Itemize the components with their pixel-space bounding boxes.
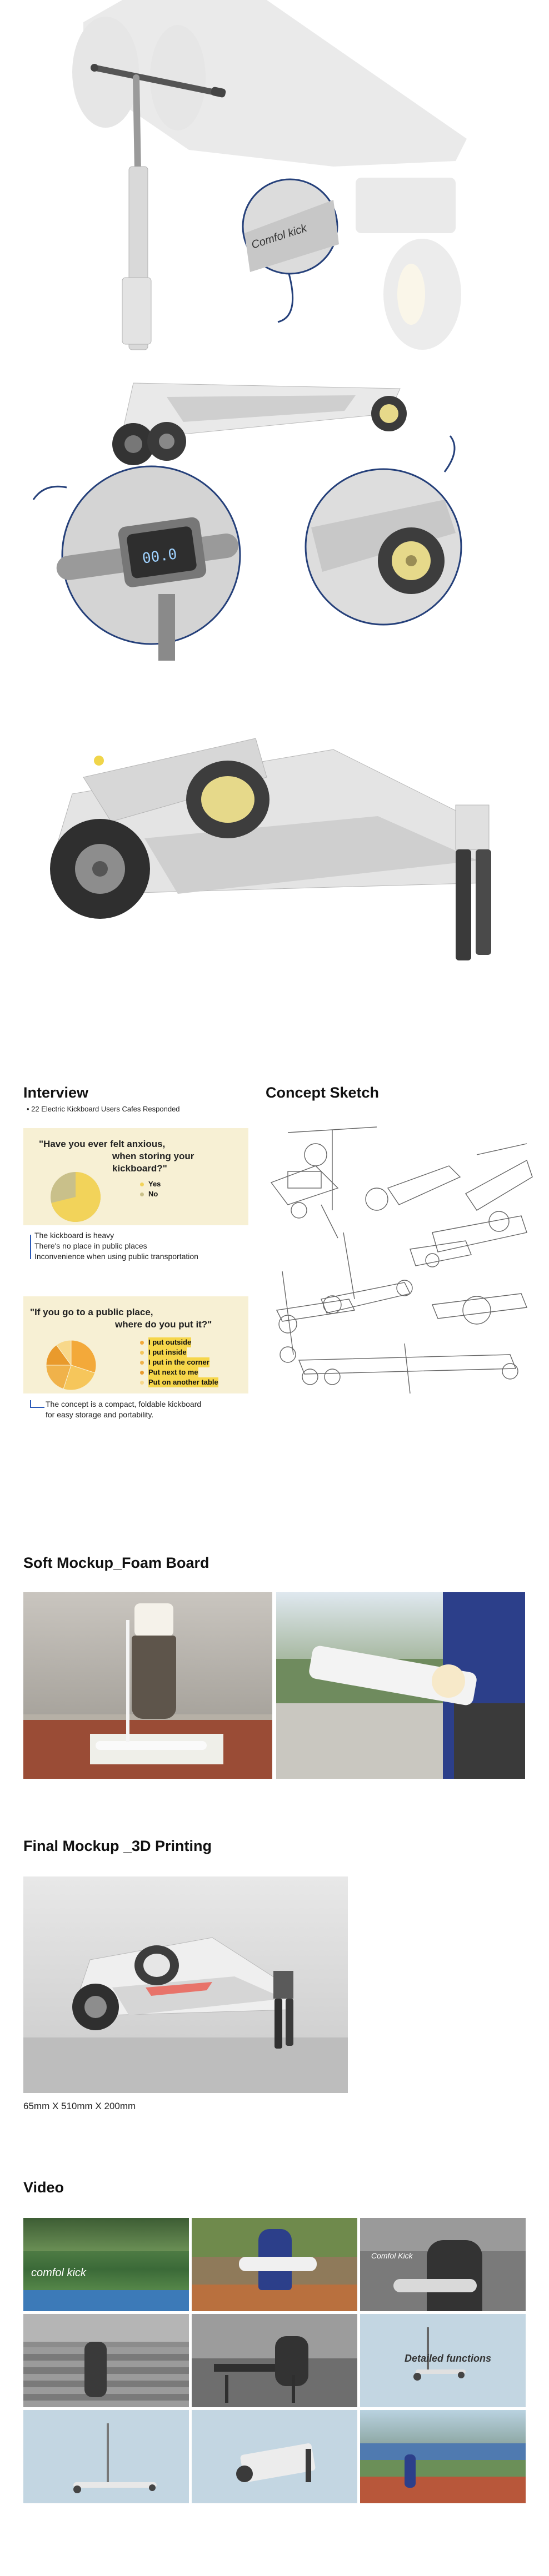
video-thumb-7[interactable] <box>23 2410 189 2503</box>
pie-2-legend-item: I put outside <box>140 1337 218 1347</box>
pie-2-slice <box>63 1365 96 1391</box>
legend-label: I put inside <box>148 1347 187 1357</box>
video-thumb-6-title: Detailed functions <box>405 2353 492 2364</box>
soft-mockup-title: Soft Mockup_Foam Board <box>23 1554 209 1571</box>
legend-label: Put on another table <box>148 1377 218 1387</box>
note-1-3: Inconvenience when using public transpor… <box>34 1252 198 1261</box>
legend-dot-no <box>140 1192 144 1196</box>
concept-sketch-drawings <box>270 1126 533 1394</box>
video-thumb-6[interactable]: Detailed functions <box>360 2314 526 2407</box>
legend-dot <box>140 1380 144 1385</box>
video-title: Video <box>23 2179 64 2196</box>
hero-illustration: Comfol kick 00.0 <box>32 0 467 661</box>
legend-dot <box>140 1350 144 1355</box>
video-thumb-4[interactable] <box>23 2314 189 2407</box>
legend-dot <box>140 1340 144 1345</box>
soft-mockup-photo-2 <box>276 1592 525 1779</box>
note-1-1: The kickboard is heavy <box>34 1231 114 1240</box>
note-2-line1: The concept is a compact, foldable kickb… <box>46 1400 202 1408</box>
concept-sketch-title: Concept Sketch <box>266 1084 380 1101</box>
final-mockup-dimensions: 65mm X 510mm X 200mm <box>23 2101 136 2111</box>
legend-dot <box>140 1360 144 1365</box>
pie-2-legend-item: Put on another table <box>140 1377 218 1387</box>
video-thumb-8[interactable] <box>192 2410 357 2503</box>
question-2-line2: where do you put it?" <box>115 1319 212 1330</box>
video-thumb-1[interactable]: comfol kick <box>23 2218 189 2311</box>
pie-2-slice <box>46 1365 72 1390</box>
pie-2-legend: I put outside I put inside I put in the co… <box>140 1337 218 1387</box>
legend-dot-yes <box>140 1182 144 1186</box>
video-thumb-3-title: Comfol Kick <box>371 2251 413 2260</box>
video-thumb-3[interactable]: Comfol Kick <box>360 2218 526 2311</box>
legend-label: I put in the corner <box>148 1357 209 1367</box>
legend-dot <box>140 1370 144 1375</box>
pie-2-slice <box>56 1340 72 1366</box>
pie-2-legend-item: I put inside <box>140 1347 218 1357</box>
video-thumb-1-title: comfol kick <box>31 2267 86 2279</box>
notes-1: The kickboard is heavy There's no place … <box>30 1230 198 1262</box>
interview-title: Interview <box>23 1084 89 1101</box>
note-2-line2: for easy storage and portability. <box>46 1410 154 1419</box>
pie-2-slice <box>71 1340 97 1373</box>
final-mockup-title: Final Mockup _3D Printing <box>23 1838 212 1854</box>
pie-chart-2 <box>46 1340 97 1391</box>
pie-2-legend-item: I put in the corner <box>140 1357 218 1367</box>
pie-2-legend-item: Put next to me <box>140 1367 218 1377</box>
notes-2: The concept is a compact, foldable kickb… <box>30 1399 202 1420</box>
folded-scooter-render <box>50 738 491 960</box>
video-thumb-9[interactable] <box>360 2410 526 2503</box>
note-1-2: There's no place in public places <box>34 1241 147 1250</box>
final-mockup-photo <box>23 1876 348 2093</box>
video-thumb-5[interactable] <box>192 2314 357 2407</box>
pie-1-legend: Yes No <box>140 1179 161 1199</box>
question-card-2: "If you go to a public place, where do y… <box>23 1296 248 1393</box>
legend-label: I put outside <box>148 1337 192 1347</box>
soft-mockup-photo-1 <box>23 1592 272 1779</box>
question-1-line1: "Have you ever felt anxious, <box>39 1139 166 1149</box>
question-1-line2: when storing your kickboard?" <box>112 1151 194 1174</box>
video-thumb-2[interactable] <box>192 2218 357 2311</box>
legend-label: Put next to me <box>148 1367 198 1377</box>
question-card-1: "Have you ever felt anxious, when storin… <box>23 1128 248 1225</box>
question-2-line1: "If you go to a public place, <box>30 1307 153 1317</box>
pie-chart-1 <box>51 1172 101 1222</box>
interview-bullet: • 22 Electric Kickboard Users Cafes Resp… <box>27 1105 180 1113</box>
